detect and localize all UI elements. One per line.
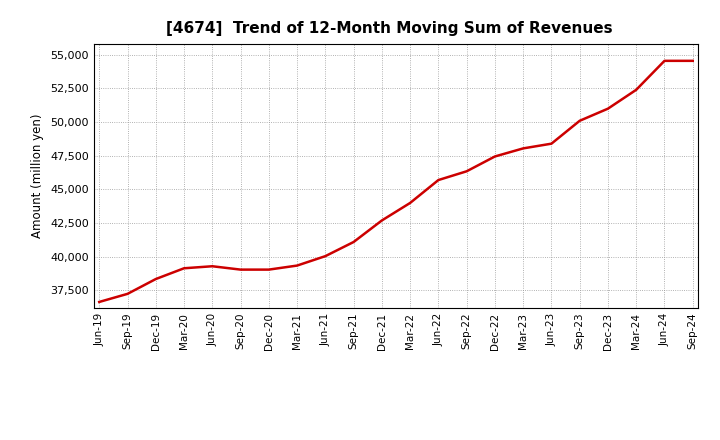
Text: [4674]  Trend of 12-Month Moving Sum of Revenues: [4674] Trend of 12-Month Moving Sum of R… — [166, 21, 613, 36]
Y-axis label: Amount (million yen): Amount (million yen) — [32, 114, 45, 238]
